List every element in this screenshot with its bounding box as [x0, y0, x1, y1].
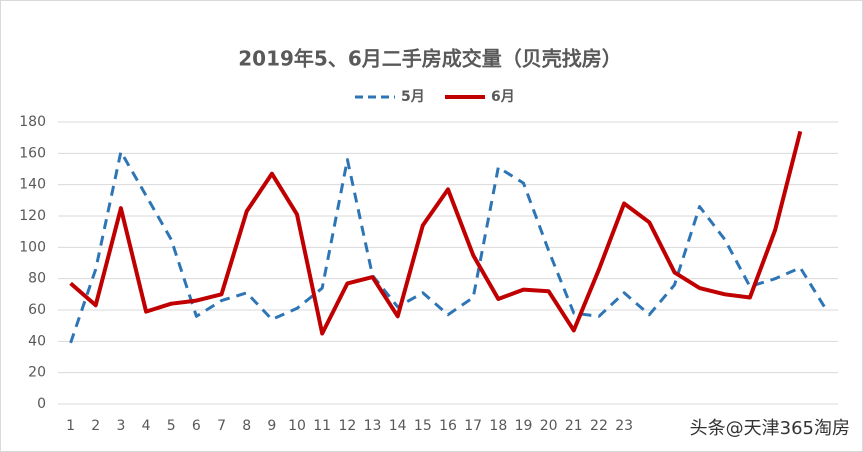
x-tick-label: 3	[116, 418, 125, 434]
x-tick-label: 4	[142, 418, 151, 434]
x-tick-label: 9	[267, 418, 276, 434]
legend-label: 6月	[491, 89, 515, 105]
y-tick-label: 0	[37, 396, 46, 412]
x-tick-label: 10	[288, 418, 306, 434]
x-tick-label: 16	[439, 418, 457, 434]
y-tick-label: 160	[19, 145, 46, 161]
x-tick-label: 23	[615, 418, 633, 434]
y-tick-label: 100	[19, 239, 46, 255]
x-tick-label: 22	[590, 418, 608, 434]
x-tick-label: 12	[338, 418, 356, 434]
x-tick-label: 6	[192, 418, 201, 434]
x-tick-label: 1	[66, 418, 75, 434]
x-tick-label: 8	[242, 418, 251, 434]
series-line	[69, 130, 803, 336]
x-tick-label: 7	[217, 418, 226, 434]
y-tick-label: 60	[28, 302, 46, 318]
y-tick-label: 140	[19, 177, 46, 193]
series-line	[69, 150, 827, 344]
x-tick-label: 18	[489, 418, 507, 434]
x-tick-label: 15	[414, 418, 432, 434]
chart-title: 2019年5、6月二手房成交量（贝壳找房）	[238, 47, 622, 71]
x-tick-label: 13	[364, 418, 382, 434]
x-tick-label: 21	[565, 418, 583, 434]
watermark: 头条@天津365淘房	[690, 418, 850, 439]
x-tick-label: 11	[313, 418, 331, 434]
y-tick-label: 180	[19, 114, 46, 130]
y-tick-label: 40	[28, 333, 46, 349]
y-tick-label: 120	[19, 208, 46, 224]
x-tick-label: 19	[515, 418, 533, 434]
x-tick-label: 2	[91, 418, 100, 434]
y-tick-label: 20	[28, 365, 46, 381]
x-tick-label: 17	[464, 418, 482, 434]
y-tick-label: 80	[28, 271, 46, 287]
legend-label: 5月	[401, 89, 425, 105]
watermark-bg	[640, 413, 855, 445]
x-tick-label: 5	[167, 418, 176, 434]
x-tick-label: 14	[389, 418, 407, 434]
x-tick-label: 20	[540, 418, 558, 434]
